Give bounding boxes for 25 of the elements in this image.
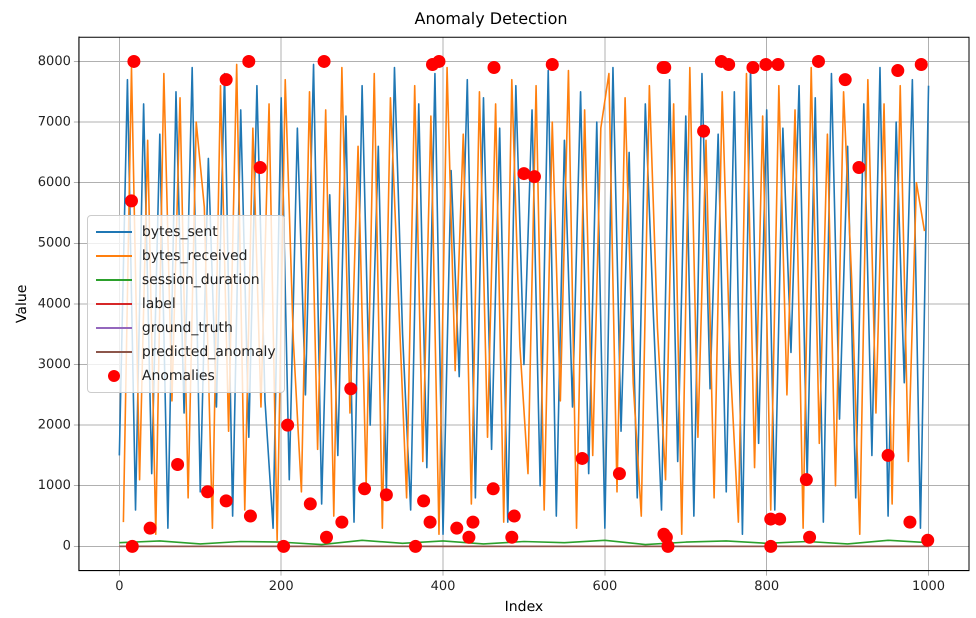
legend-label: label: [142, 296, 176, 312]
y-axis-title: Value: [14, 284, 30, 324]
y-tick-label: 1000: [38, 478, 71, 494]
chart-title: Anomaly Detection: [414, 8, 568, 28]
legend-label: Anomalies: [142, 368, 215, 384]
legend-label: ground_truth: [142, 320, 233, 336]
legend-label: bytes_received: [142, 248, 248, 264]
x-tick-label: 600: [592, 578, 618, 594]
x-axis-title: Index: [504, 599, 544, 616]
y-tick-label: 4000: [38, 296, 71, 312]
legend-label: bytes_sent: [142, 224, 218, 240]
y-tick-label: 6000: [38, 175, 71, 190]
x-tick-label: 0: [115, 578, 124, 594]
x-tick-label: 200: [268, 578, 294, 594]
y-tick-label: 2000: [38, 418, 71, 432]
legend-label: predicted_anomaly: [142, 344, 276, 360]
y-tick-label: 8000: [38, 54, 71, 69]
x-tick-label: 400: [430, 578, 456, 594]
x-tick-label: 1000: [912, 578, 946, 594]
y-tick-label: 0: [62, 538, 71, 554]
legend-label: session_duration: [142, 272, 260, 288]
y-tick-label: 7000: [38, 114, 71, 130]
y-tick-label: 5000: [38, 236, 71, 251]
x-tick-label: 800: [754, 578, 780, 594]
y-tick-label: 3000: [38, 356, 71, 372]
